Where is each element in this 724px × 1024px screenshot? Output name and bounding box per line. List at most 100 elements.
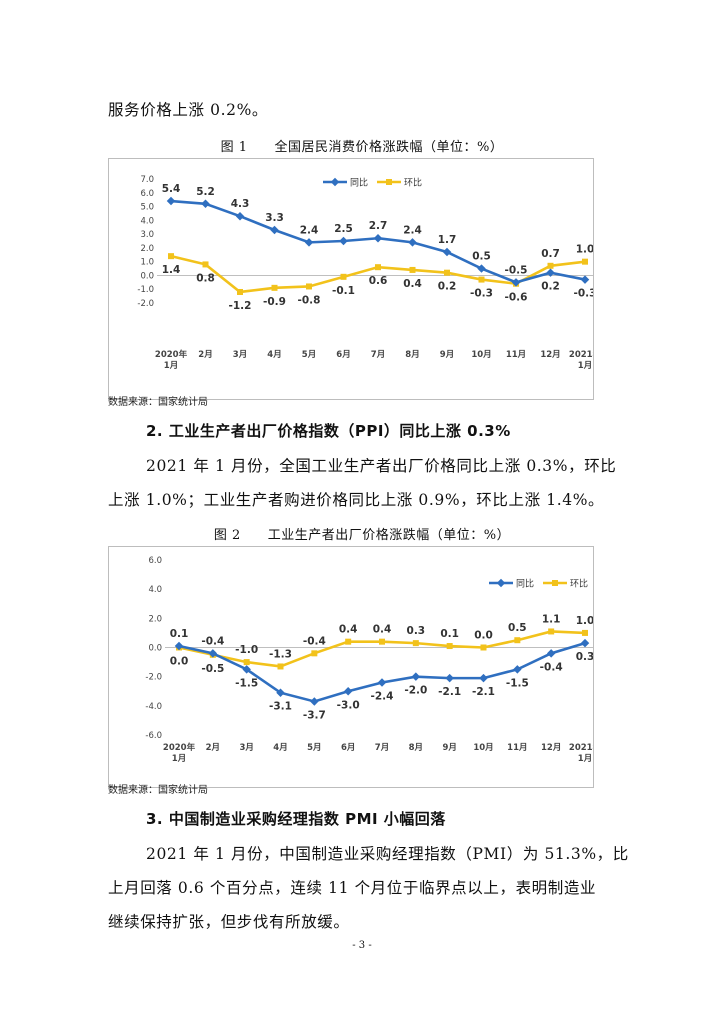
figure1-caption: 图 1 全国居民消费价格涨跌幅（单位：%） bbox=[220, 140, 504, 155]
x-tick-label: 10月 bbox=[473, 743, 493, 753]
yoy-point bbox=[310, 697, 319, 706]
yoy-point bbox=[477, 264, 486, 273]
data-label-mom: 0.7 bbox=[541, 248, 560, 260]
legend-swatch-marker bbox=[496, 578, 506, 588]
x-tick-label: 7月 bbox=[375, 743, 389, 753]
mom-point bbox=[168, 253, 174, 260]
data-label-yoy: -3.1 bbox=[269, 701, 292, 713]
paragraph-tail: 服务价格上涨 0.2%。 bbox=[108, 101, 269, 119]
data-label-yoy: 0.1 bbox=[170, 628, 189, 640]
y-tick-label: 1.0 bbox=[140, 258, 154, 268]
data-label-yoy: 0.5 bbox=[472, 251, 491, 263]
x-tick-label: 4月 bbox=[273, 743, 287, 753]
y-tick-label: 5.0 bbox=[140, 203, 154, 213]
mom-point bbox=[375, 264, 381, 271]
data-label-mom: -1.2 bbox=[229, 300, 252, 312]
data-label-yoy: 2.4 bbox=[403, 224, 422, 236]
data-label-mom: 0.0 bbox=[474, 630, 493, 642]
yoy-point bbox=[339, 236, 348, 246]
data-label-mom: 0.1 bbox=[440, 628, 459, 640]
yoy-point bbox=[166, 196, 176, 206]
x-tick-label: 1月 bbox=[578, 361, 592, 371]
data-label-yoy: -2.4 bbox=[371, 691, 394, 703]
x-tick-label: 6月 bbox=[341, 743, 355, 753]
data-label-yoy: -0.4 bbox=[201, 635, 224, 647]
yoy-point bbox=[411, 672, 421, 681]
y-tick-label: 4.0 bbox=[148, 585, 162, 595]
data-label-mom: -0.6 bbox=[505, 292, 528, 304]
section2-paragraph-line1: 2021 年 1 月份，全国工业生产者出厂价格同比上涨 0.3%，环比 bbox=[146, 457, 617, 475]
data-label-yoy: 2.7 bbox=[369, 220, 388, 232]
data-label-mom: 0.0 bbox=[170, 656, 189, 668]
data-label-yoy: 2.4 bbox=[300, 224, 319, 236]
section3-heading: 3. 中国制造业采购经理指数 PMI 小幅回落 bbox=[146, 810, 446, 828]
x-tick-label: 8月 bbox=[405, 350, 419, 360]
legend-swatch-marker bbox=[386, 179, 392, 185]
x-tick-label: 4月 bbox=[267, 350, 281, 360]
mom-point bbox=[237, 288, 243, 295]
yoy-point bbox=[445, 673, 454, 683]
mom-point bbox=[548, 628, 555, 635]
x-tick-label: 1月 bbox=[164, 361, 178, 371]
x-tick-label: 6月 bbox=[336, 350, 350, 360]
mom-point bbox=[306, 283, 312, 290]
mom-point bbox=[340, 273, 347, 280]
mom-point bbox=[444, 269, 450, 276]
data-label-mom: 0.2 bbox=[438, 281, 457, 293]
yoy-point bbox=[580, 275, 590, 284]
chart1-frame: 7.0 6.0 5.0 4.0 3.0 2.0 1.0 0.0 -1.0 -2.0 2020年 1月 2… bbox=[108, 158, 594, 400]
data-label-mom: 0.4 bbox=[403, 278, 422, 290]
data-label-yoy: 5.4 bbox=[162, 183, 181, 195]
mom-point bbox=[412, 640, 419, 647]
mom-point bbox=[202, 261, 209, 268]
section3-paragraph-line1: 2021 年 1 月份，中国制造业采购经理指数（PMI）为 51.3%，比 bbox=[146, 845, 629, 863]
legend-label: 同比 bbox=[516, 578, 534, 590]
y-tick-label: 3.0 bbox=[140, 230, 154, 240]
y-tick-label: 6.0 bbox=[140, 189, 154, 199]
data-label-yoy: -2.0 bbox=[404, 685, 427, 697]
x-tick-label: 12月 bbox=[541, 743, 561, 753]
yoy-point bbox=[235, 211, 245, 221]
yoy-point bbox=[343, 687, 353, 696]
data-label-mom: 0.6 bbox=[369, 275, 388, 287]
x-tick-label: 11月 bbox=[507, 743, 527, 753]
data-label-yoy: -0.5 bbox=[505, 264, 528, 276]
legend-swatch-marker bbox=[552, 580, 558, 586]
y-tick-label: -2.0 bbox=[145, 673, 162, 683]
yoy-point bbox=[276, 688, 285, 697]
mom-point bbox=[345, 638, 352, 645]
data-label-mom: -0.1 bbox=[332, 285, 355, 297]
mom-point bbox=[446, 643, 453, 650]
data-label-yoy: -1.5 bbox=[235, 677, 258, 689]
yoy-point bbox=[546, 649, 556, 658]
y-tick-label: -6.0 bbox=[145, 731, 162, 741]
mom-point bbox=[311, 650, 318, 657]
mom-point bbox=[514, 637, 521, 644]
mom-point bbox=[547, 262, 554, 269]
data-label-mom: 1.1 bbox=[542, 613, 561, 625]
y-tick-label: 7.0 bbox=[140, 175, 154, 185]
mom-point bbox=[478, 276, 485, 283]
legend-label: 环比 bbox=[404, 177, 422, 189]
data-label-mom: -1.0 bbox=[235, 644, 258, 656]
x-tick-label: 9月 bbox=[440, 350, 454, 360]
yoy-point bbox=[580, 638, 590, 648]
data-label-mom: -0.8 bbox=[298, 294, 321, 306]
data-label-mom: -1.3 bbox=[269, 648, 292, 660]
data-label-yoy: -3.0 bbox=[337, 699, 360, 711]
y-tick-label: -1.0 bbox=[137, 285, 154, 295]
legend-label: 同比 bbox=[350, 177, 368, 189]
data-label-mom: 0.8 bbox=[196, 272, 215, 284]
chart2-frame: 6.0 4.0 2.0 0.0 -2.0 -4.0 -6.0 2020年 1月 2月 3月 4月 5月 6… bbox=[108, 546, 594, 788]
y-tick-label: -2.0 bbox=[137, 299, 154, 309]
yoy-point bbox=[174, 641, 184, 651]
x-tick-label: 10月 bbox=[471, 350, 491, 360]
data-label-yoy: -0.3 bbox=[574, 288, 593, 300]
yoy-point bbox=[201, 199, 210, 209]
figure2-source: 数据来源：国家统计局 bbox=[108, 785, 208, 796]
yoy-point bbox=[304, 238, 314, 247]
section2-paragraph-line2: 上涨 1.0%；工业生产者购进价格同比上涨 0.9%，环比上涨 1.4%。 bbox=[108, 491, 605, 509]
data-label-yoy: 4.3 bbox=[231, 198, 250, 210]
